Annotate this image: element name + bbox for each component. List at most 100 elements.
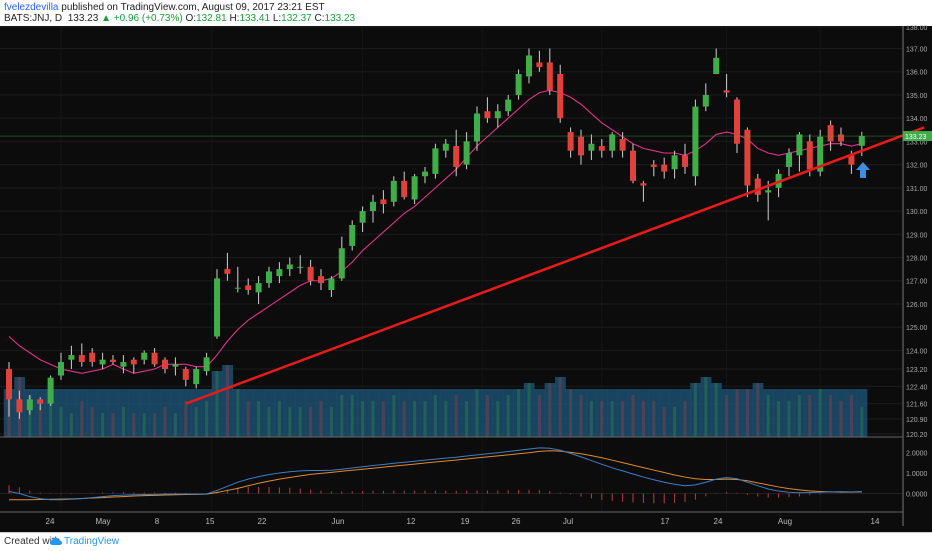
volume-tick	[361, 401, 365, 437]
candle-body	[442, 143, 449, 151]
symbol: BATS:JNJ, D	[4, 13, 63, 24]
volume-bar	[139, 389, 150, 437]
candle-body	[26, 399, 33, 411]
volume-tick	[537, 395, 541, 437]
volume-bar	[815, 389, 826, 437]
candle-body	[515, 74, 522, 95]
volume-tick	[340, 395, 344, 437]
price-tick-label: 138.00	[906, 25, 928, 32]
candle-body	[588, 143, 595, 151]
candle-body	[297, 266, 304, 268]
volume-bar	[55, 389, 67, 437]
candle-body	[234, 287, 241, 289]
volume-bar	[232, 389, 244, 437]
candle-body	[702, 94, 709, 107]
price-axis: 138.00 137.00 136.00 135.00 134.00 133.00 132.…	[906, 25, 928, 439]
candle-body	[162, 359, 168, 369]
candle-body	[193, 369, 200, 385]
candle-body	[276, 269, 283, 277]
volume-bar	[430, 389, 441, 437]
volume-bar	[742, 389, 753, 437]
candle-body	[151, 352, 158, 365]
volume-tick	[610, 401, 614, 437]
up-arrow-icon	[856, 162, 870, 178]
candle-body	[609, 134, 616, 151]
volume-tick	[194, 407, 198, 437]
volume-bar	[336, 389, 348, 437]
price-tick-label: 134.00	[906, 116, 928, 123]
trendline[interactable]	[185, 126, 925, 405]
candle-body	[765, 190, 772, 193]
volume-tick	[423, 401, 427, 437]
volume-tick	[860, 407, 864, 437]
volume-tick	[693, 383, 697, 437]
volume-tick	[704, 377, 708, 437]
up-arrow-shape	[856, 162, 870, 178]
candle-body	[359, 211, 366, 223]
candle-body	[619, 139, 626, 151]
volume-bar	[804, 389, 816, 437]
volume-tick	[641, 401, 645, 437]
volume-tick	[517, 389, 521, 437]
candle-body	[546, 62, 553, 91]
volume-bar	[451, 389, 462, 437]
price-tick-label: 128.00	[906, 256, 928, 263]
price-tick-label: 122.40	[906, 384, 928, 391]
volume-tick	[735, 389, 739, 437]
volume-bar	[253, 389, 265, 437]
candle-body	[172, 364, 179, 367]
candle-body	[318, 276, 324, 284]
volume-tick	[184, 401, 188, 437]
price-tick-label: 120.90	[906, 417, 928, 424]
candle-body	[182, 369, 189, 380]
price-tick-label: 121.60	[906, 402, 928, 409]
candle-body	[858, 136, 865, 146]
volume-tick	[28, 395, 32, 437]
price-tick-label: 127.00	[906, 279, 928, 286]
volume-bar	[419, 389, 431, 437]
candle-body	[370, 201, 376, 212]
volume-tick	[433, 395, 437, 437]
time-tick-label: 15	[206, 517, 215, 526]
volume-bar	[35, 389, 46, 437]
tradingview-link[interactable]: TradingView	[64, 536, 120, 547]
candle-body	[307, 266, 314, 281]
volume-tick	[714, 383, 718, 437]
volume-tick	[402, 401, 406, 437]
volume-bar	[128, 389, 140, 437]
candle-body	[411, 176, 418, 200]
time-tick-label: 19	[461, 517, 470, 526]
chart-canvas[interactable]: 138.00 137.00 136.00 135.00 134.00 133.00 132.…	[0, 0, 932, 532]
last-price-box	[903, 131, 932, 142]
volume-bar	[284, 389, 296, 437]
volume-tick	[132, 413, 136, 437]
candle-body	[474, 113, 480, 142]
candle-body	[484, 111, 491, 119]
candle-body	[120, 362, 127, 367]
volume-tick	[319, 401, 323, 437]
volume-bar	[347, 389, 358, 437]
price-tick-label: 135.00	[906, 93, 928, 100]
volume-tick	[558, 377, 562, 437]
volume-tick	[527, 383, 531, 437]
author-link[interactable]: fvelezdevilla	[4, 2, 59, 13]
candle-body	[744, 129, 751, 186]
volume-tick	[153, 413, 157, 437]
candle-body	[536, 62, 543, 68]
candle-body	[598, 146, 605, 151]
candle-body	[328, 278, 335, 291]
candle-body	[557, 74, 564, 119]
volume-bar	[617, 389, 629, 437]
volume-tick	[225, 365, 229, 437]
candle-body	[78, 355, 85, 363]
volume-tick	[49, 401, 53, 437]
candle-body	[37, 399, 44, 404]
trendline-segment	[185, 126, 925, 405]
volume-tick	[444, 401, 448, 437]
publish-line: fvelezdevilla published on TradingView.c…	[4, 2, 325, 13]
volume-tick	[777, 401, 781, 437]
candle-body	[640, 183, 647, 186]
volume-tick	[371, 401, 375, 437]
volume-tick	[808, 395, 812, 437]
candle-body	[827, 125, 834, 142]
